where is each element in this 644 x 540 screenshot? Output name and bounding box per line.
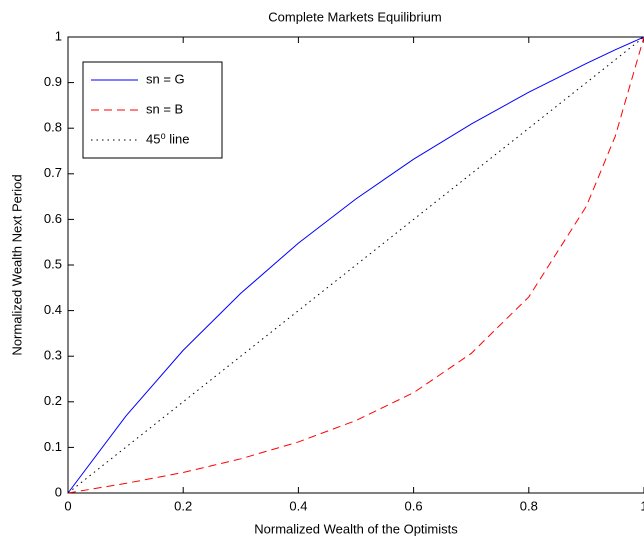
x-tick-label: 1 <box>640 498 644 513</box>
y-tick-label: 0.4 <box>44 302 62 317</box>
y-tick-label: 0.2 <box>44 393 62 408</box>
y-tick-label: 0 <box>55 484 62 499</box>
x-tick-label: 0.8 <box>520 498 538 513</box>
x-tick-label: 0.2 <box>174 498 192 513</box>
y-tick-label: 0.9 <box>44 74 62 89</box>
y-tick-label: 1 <box>55 28 62 43</box>
legend-label: sn = B <box>146 101 183 116</box>
series-line <box>67 36 644 494</box>
x-tick-label: 0 <box>64 498 71 513</box>
legend-label: 45⁰ line <box>146 131 190 146</box>
legend-label: sn = G <box>146 71 185 86</box>
x-axis-label: Normalized Wealth of the Optimists <box>254 521 458 536</box>
y-tick-label: 0.5 <box>44 256 62 271</box>
y-tick-label: 0.1 <box>44 439 62 454</box>
x-tick-label: 0.6 <box>405 498 423 513</box>
y-axis-label: Normalized Wealth Next Period <box>9 174 24 355</box>
y-tick-label: 0.7 <box>44 165 62 180</box>
series-line <box>67 36 644 494</box>
y-tick-label: 0.6 <box>44 211 62 226</box>
y-tick-label: 0.8 <box>44 120 62 135</box>
y-tick-label: 0.3 <box>44 348 62 363</box>
x-tick-label: 0.4 <box>289 498 307 513</box>
chart-title: Complete Markets Equilibrium <box>268 9 441 24</box>
